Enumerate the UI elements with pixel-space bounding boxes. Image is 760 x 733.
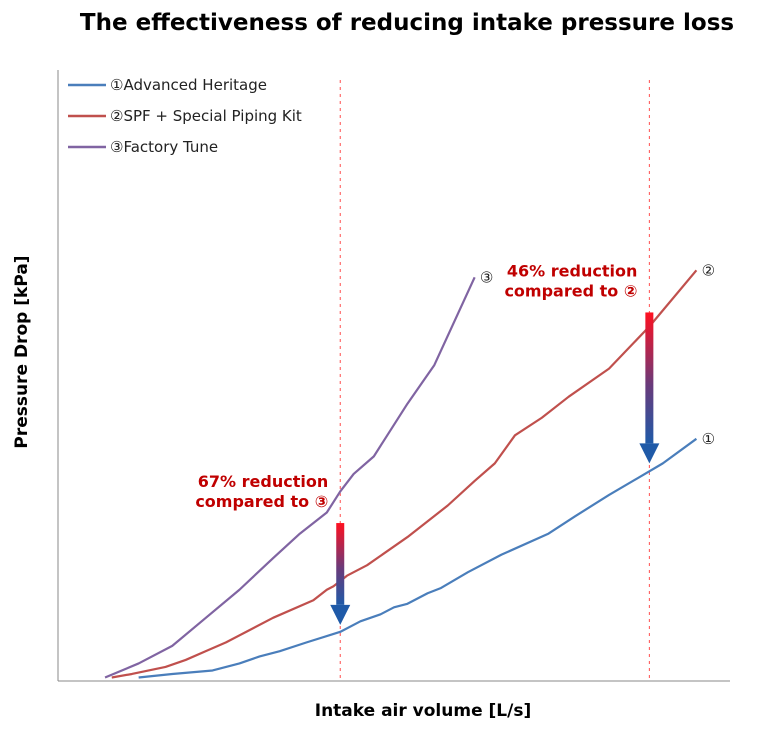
legend: ①Advanced Heritage ②SPF + Special Piping … bbox=[68, 76, 302, 156]
y-axis-label: Pressure Drop [kPa] bbox=[12, 255, 32, 448]
annotation-1-line-2: compared to ③ bbox=[195, 492, 328, 511]
reference-lines bbox=[339, 80, 650, 681]
annotation-2-line-2: compared to ② bbox=[504, 281, 637, 300]
reduction-arrow-shaft-1 bbox=[336, 523, 345, 605]
series-end-label-2: ② bbox=[702, 261, 715, 279]
series-line-2 bbox=[111, 269, 698, 679]
x-axis-label: Intake air volume [L/s] bbox=[315, 701, 531, 721]
series-lines bbox=[104, 269, 698, 679]
legend-label-3: ③Factory Tune bbox=[110, 138, 218, 156]
series-line-3 bbox=[104, 276, 476, 679]
chart-title: The effectiveness of reducing intake pre… bbox=[80, 10, 734, 36]
series-line-1 bbox=[138, 437, 698, 679]
legend-label-1: ①Advanced Heritage bbox=[110, 76, 267, 94]
reduction-arrow-head-2 bbox=[639, 443, 660, 464]
annotation-1-line-1: 67% reduction bbox=[198, 472, 328, 491]
legend-label-2: ②SPF + Special Piping Kit bbox=[110, 107, 302, 125]
series-end-label-3: ③ bbox=[480, 268, 493, 286]
reduction-arrow-shaft-2 bbox=[645, 312, 654, 444]
series-end-labels: ① ② ③ bbox=[480, 261, 715, 447]
series-end-label-1: ① bbox=[702, 430, 715, 448]
reduction-arrow-head-1 bbox=[330, 604, 351, 625]
annotation-2-line-1: 46% reduction bbox=[507, 261, 637, 280]
